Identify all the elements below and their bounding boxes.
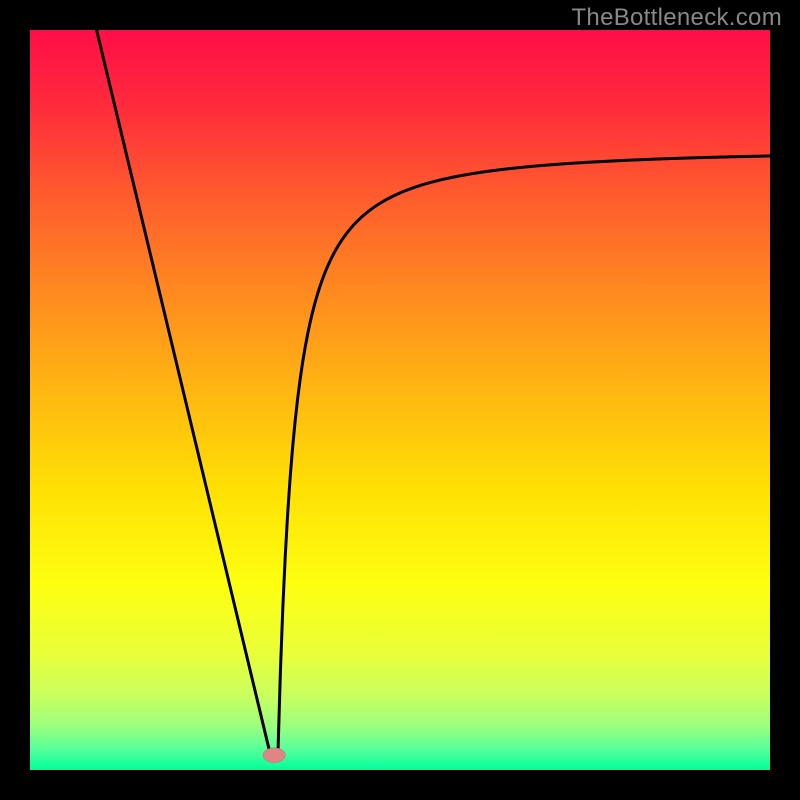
bottleneck-curve — [30, 30, 770, 770]
optimal-point-marker — [263, 748, 285, 763]
watermark-text: TheBottleneck.com — [571, 4, 782, 32]
plot-area — [30, 30, 770, 770]
curve-right-branch — [278, 156, 770, 755]
chart-container: TheBottleneck.com — [0, 0, 800, 800]
curve-left-branch — [97, 30, 271, 755]
